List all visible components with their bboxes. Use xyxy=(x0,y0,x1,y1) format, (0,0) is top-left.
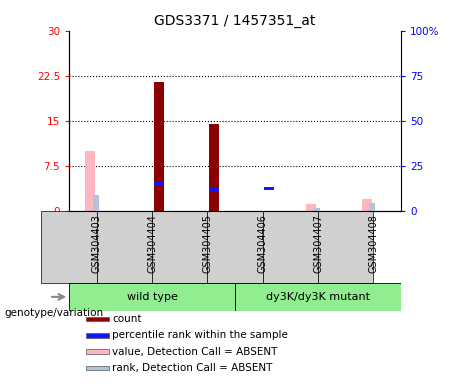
Text: GSM304403: GSM304403 xyxy=(92,215,102,273)
Bar xyxy=(86,317,109,321)
FancyBboxPatch shape xyxy=(41,211,97,283)
Text: GSM304406: GSM304406 xyxy=(258,215,268,273)
Text: wild type: wild type xyxy=(127,292,177,302)
Bar xyxy=(86,333,109,338)
Title: GDS3371 / 1457351_at: GDS3371 / 1457351_at xyxy=(154,14,316,28)
Text: GSM304407: GSM304407 xyxy=(313,215,323,273)
Text: GSM304404: GSM304404 xyxy=(147,215,157,273)
Bar xyxy=(93,195,99,211)
Text: rank, Detection Call = ABSENT: rank, Detection Call = ABSENT xyxy=(112,363,272,373)
Bar xyxy=(86,349,109,354)
Text: GSM304408: GSM304408 xyxy=(368,215,378,273)
FancyBboxPatch shape xyxy=(207,211,263,283)
Text: GSM304405: GSM304405 xyxy=(202,215,213,273)
FancyBboxPatch shape xyxy=(152,211,207,283)
FancyBboxPatch shape xyxy=(97,211,152,283)
Bar xyxy=(307,204,316,211)
Bar xyxy=(265,187,274,190)
Bar xyxy=(154,182,164,186)
Bar xyxy=(209,189,219,192)
FancyBboxPatch shape xyxy=(263,211,318,283)
Bar xyxy=(314,208,320,211)
FancyBboxPatch shape xyxy=(69,283,235,311)
Text: count: count xyxy=(112,314,142,324)
FancyBboxPatch shape xyxy=(235,283,401,311)
Bar xyxy=(209,124,219,211)
Text: genotype/variation: genotype/variation xyxy=(5,308,104,318)
Bar xyxy=(85,151,95,211)
Bar xyxy=(362,199,372,211)
Bar xyxy=(369,203,375,211)
Text: percentile rank within the sample: percentile rank within the sample xyxy=(112,330,288,340)
Bar xyxy=(86,366,109,371)
Text: dy3K/dy3K mutant: dy3K/dy3K mutant xyxy=(266,292,370,302)
Text: value, Detection Call = ABSENT: value, Detection Call = ABSENT xyxy=(112,347,278,357)
FancyBboxPatch shape xyxy=(318,211,373,283)
Bar xyxy=(154,82,164,211)
